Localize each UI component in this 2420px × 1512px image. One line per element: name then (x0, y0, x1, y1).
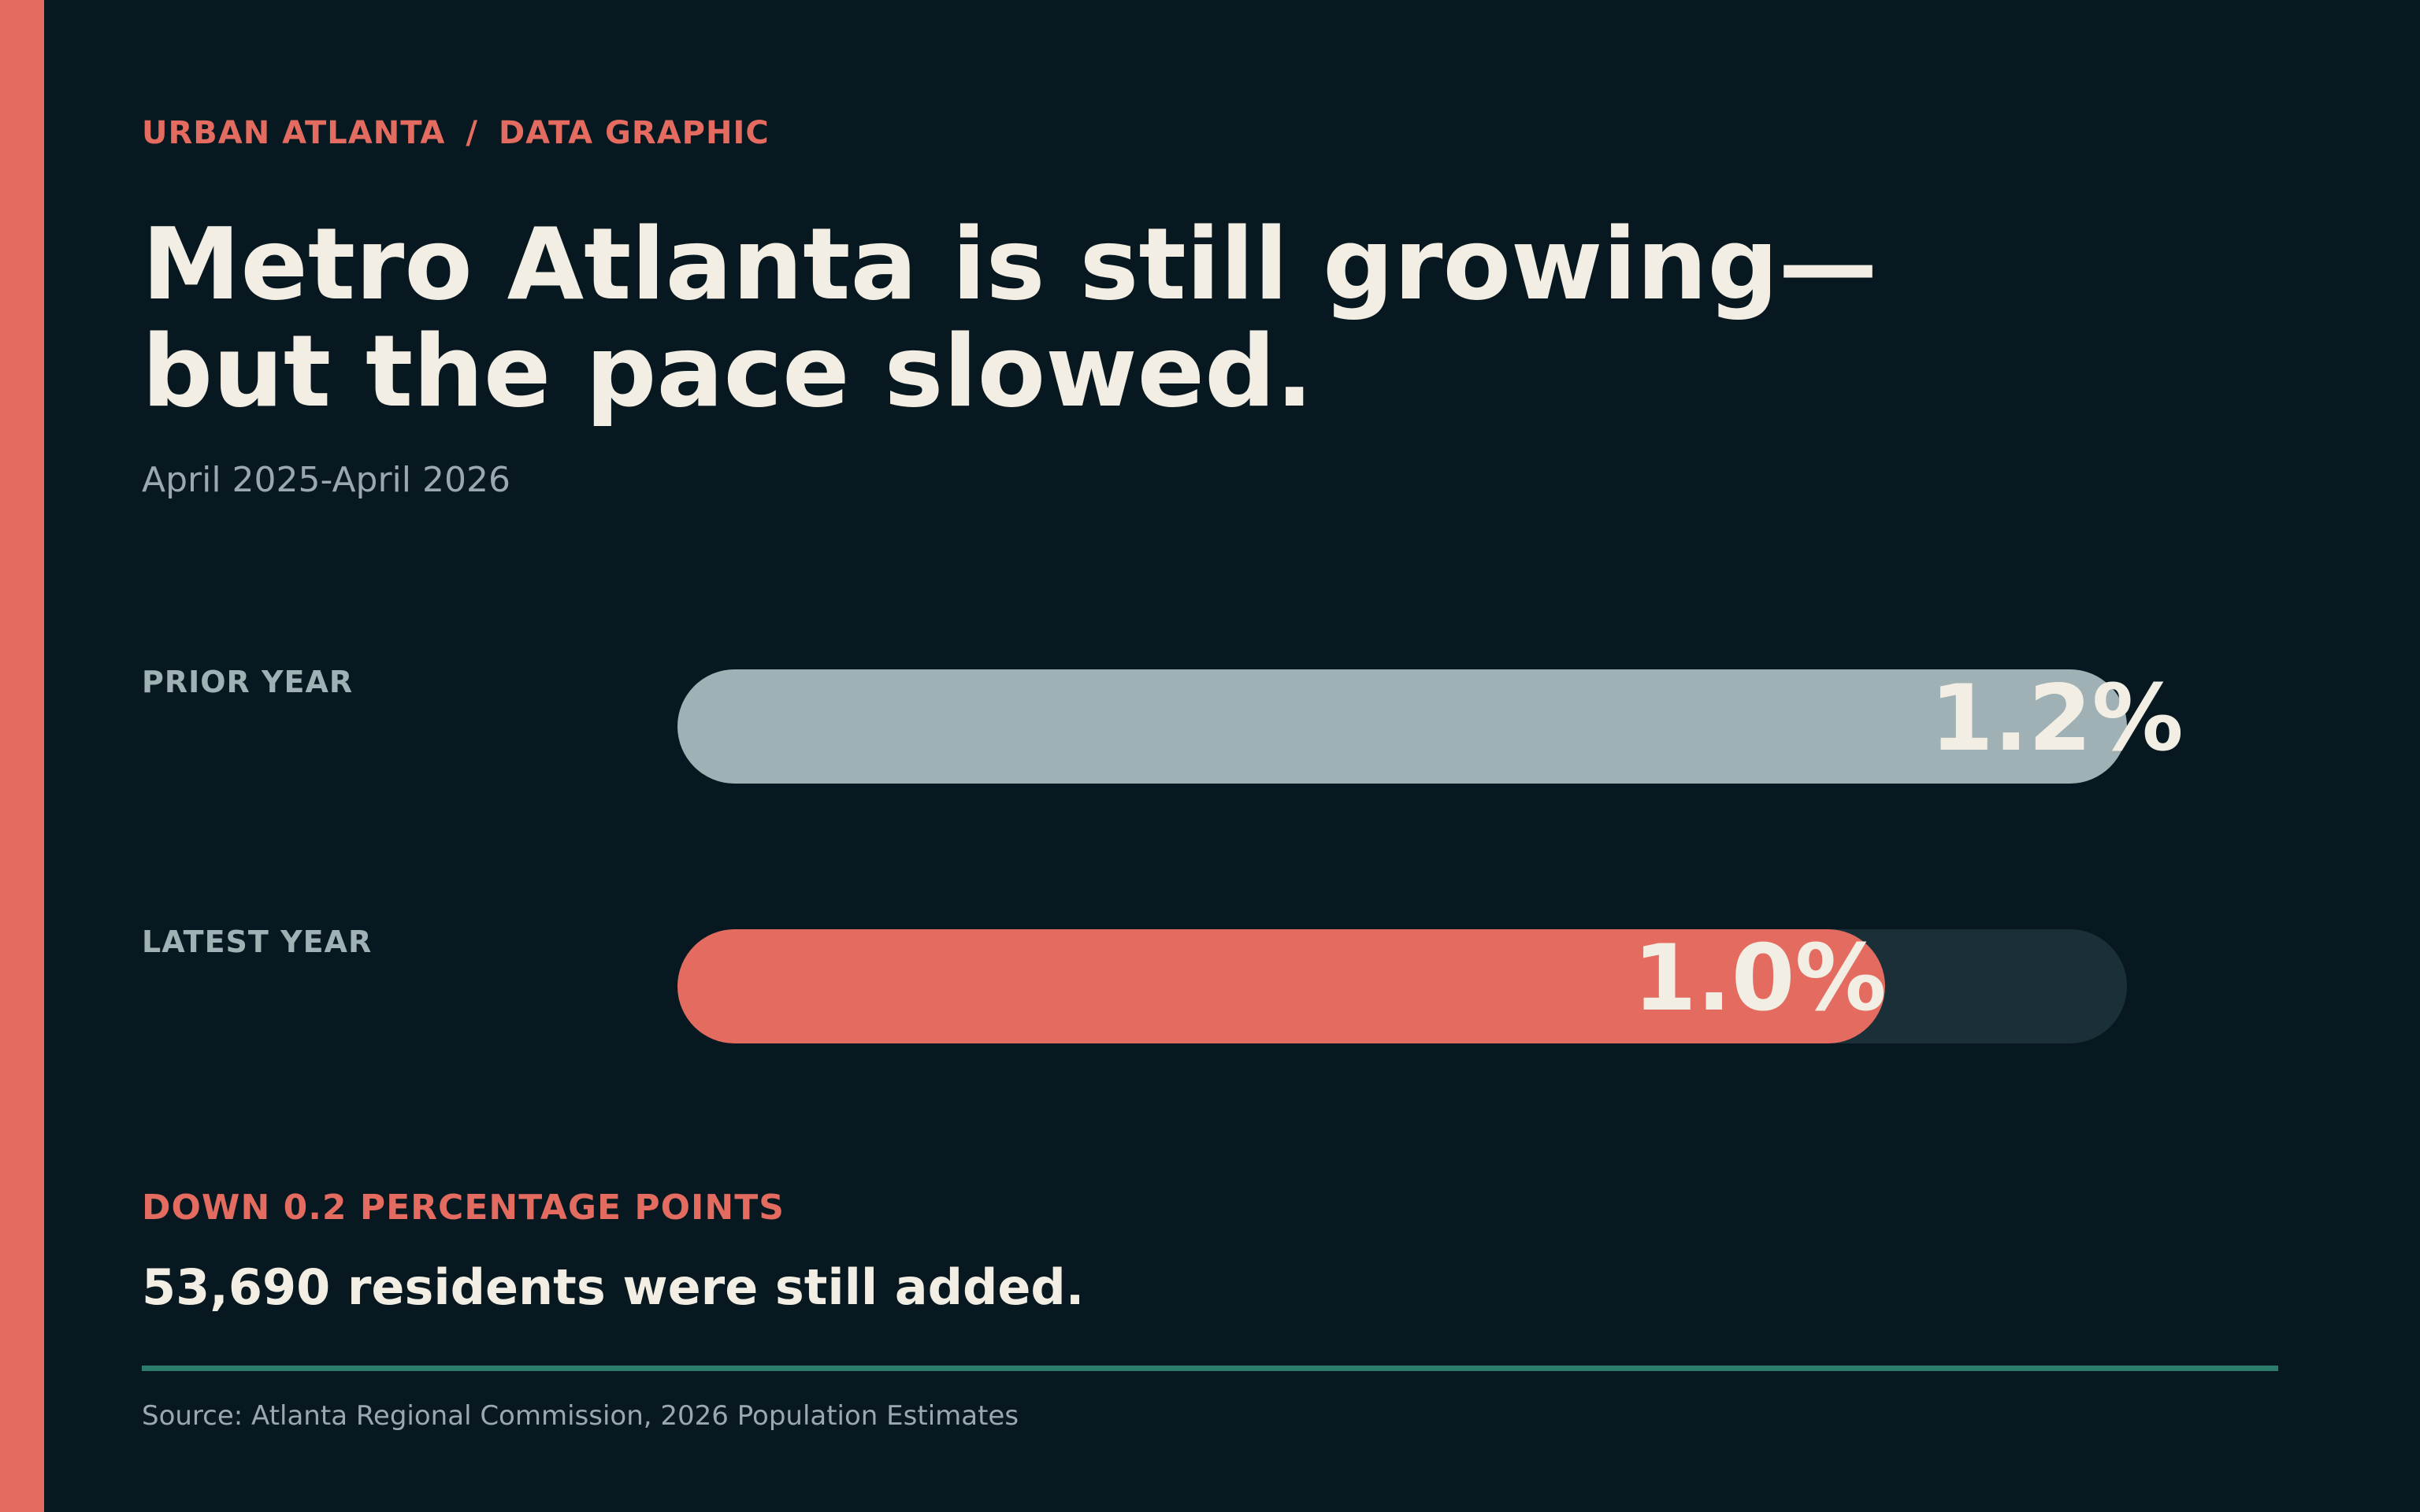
value-label-prior-year: 1.2% (1930, 665, 2184, 772)
bar-latest-year (677, 929, 1885, 1043)
row-label-prior-year: PRIOR YEAR (142, 665, 354, 699)
page-title: Metro Atlanta is still growing— but the … (142, 211, 1878, 425)
source-note: Source: Atlanta Regional Commission, 202… (142, 1400, 1019, 1432)
date-range: April 2025-April 2026 (142, 460, 510, 500)
headline-line-2: but the pace slowed. (142, 313, 1314, 429)
accent-stripe (0, 0, 44, 1512)
change-callout: DOWN 0.2 PERCENTAGE POINTS (142, 1188, 785, 1228)
category-label: DATA GRAPHIC (498, 115, 770, 151)
value-label-latest-year: 1.0% (1633, 925, 1887, 1032)
divider (142, 1366, 2278, 1371)
bar-track-prior-year: 1.2% (677, 665, 2184, 784)
eyebrow: URBAN ATLANTA / DATA GRAPHIC (142, 115, 770, 151)
eyebrow-separator: / (466, 115, 478, 151)
row-label-latest-year: LATEST YEAR (142, 925, 373, 959)
bar-track-latest-year: 1.0% (677, 925, 2127, 1043)
section-label: URBAN ATLANTA (142, 115, 446, 151)
headline-line-1: Metro Atlanta is still growing— (142, 206, 1878, 322)
bar-prior-year (677, 669, 2127, 784)
residents-note: 53,690 residents were still added. (142, 1258, 1085, 1316)
